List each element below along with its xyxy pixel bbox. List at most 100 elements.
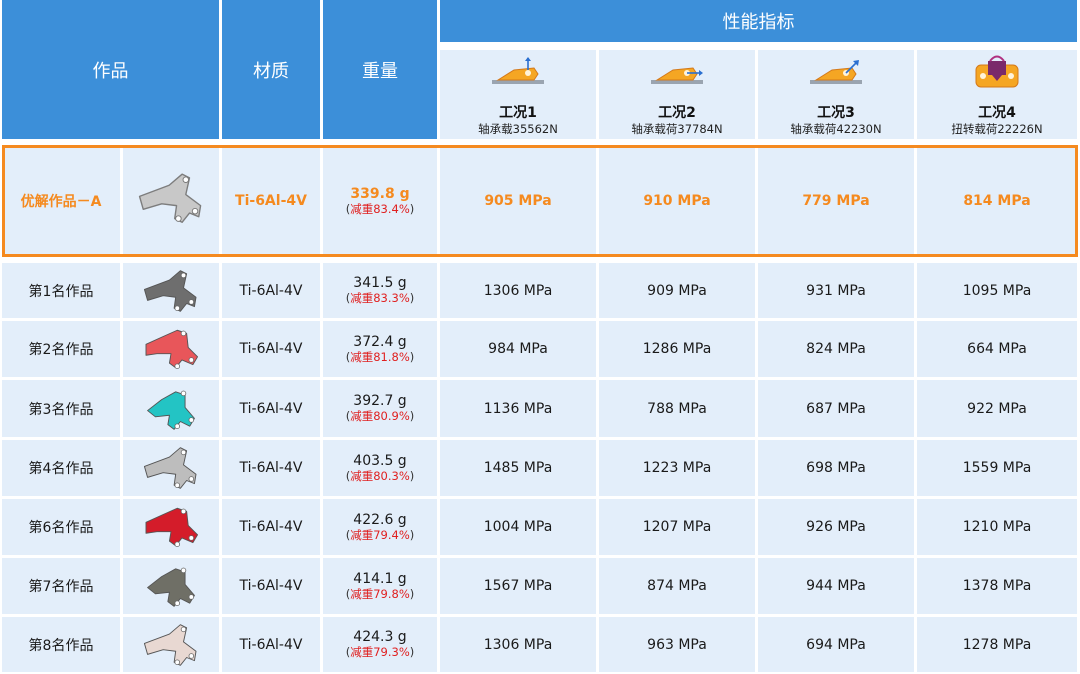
bracket-part-image xyxy=(143,623,197,666)
part-image-cell xyxy=(123,440,219,496)
weight-reduction: 减重79.8% xyxy=(350,586,410,601)
stress-cell: 698 MPa xyxy=(758,440,914,496)
bearing-load-side-icon xyxy=(651,67,703,84)
weight-reduction: 减重79.4% xyxy=(350,527,410,542)
weight-value: 424.3 g xyxy=(353,629,407,645)
material-cell: Ti-6Al-4V xyxy=(222,617,320,672)
bracket-part-image xyxy=(143,447,197,489)
stress-cell: 909 MPa xyxy=(599,263,755,318)
weight-cell: 372.4 g (减重81.8%) xyxy=(323,321,437,377)
stress-cell: 910 MPa xyxy=(599,145,755,257)
material-cell: Ti-6Al-4V xyxy=(222,558,320,614)
weight-value: 392.7 g xyxy=(353,393,407,409)
header-weight: 重量 xyxy=(323,0,437,139)
row-name: 第4名作品 xyxy=(2,440,120,496)
stress-cell: 1223 MPa xyxy=(599,440,755,496)
header-performance: 性能指标 xyxy=(440,0,1077,42)
bracket-part-image xyxy=(145,507,199,547)
weight-value: 422.6 g xyxy=(353,511,407,528)
stress-cell: 694 MPa xyxy=(758,617,914,672)
stress-cell: 1567 MPa xyxy=(440,558,596,614)
stress-cell: 944 MPa xyxy=(758,558,914,614)
row-name: 第1名作品 xyxy=(2,263,120,318)
stress-cell: 1210 MPa xyxy=(917,499,1077,555)
material-cell: Ti-6Al-4V xyxy=(222,321,320,377)
condition-header-3: 工况3 轴承载荷42230N xyxy=(758,50,914,139)
weight-reduction: 减重81.8% xyxy=(350,349,410,364)
stress-cell: 1136 MPa xyxy=(440,380,596,437)
weight-reduction: 减重83.4% xyxy=(350,201,410,216)
stress-cell: 874 MPa xyxy=(599,558,755,614)
condition-header-1: 工况1 轴承载35562N xyxy=(440,50,596,139)
stress-cell: 1485 MPa xyxy=(440,440,596,496)
weight-value: 403.5 g xyxy=(353,452,407,469)
row-name: 第3名作品 xyxy=(2,380,120,437)
part-image-cell xyxy=(123,321,219,377)
header-work: 作品 xyxy=(2,0,219,139)
condition-title: 工况4 xyxy=(978,105,1016,121)
weight-reduction: 减重83.3% xyxy=(350,291,410,305)
stress-cell: 922 MPa xyxy=(917,380,1077,437)
condition-title: 工况2 xyxy=(658,105,696,121)
stress-cell: 1559 MPa xyxy=(917,440,1077,496)
part-image-cell xyxy=(123,558,219,614)
bearing-load-up-icon xyxy=(492,57,544,84)
part-image-cell xyxy=(123,380,219,437)
row-name: 第2名作品 xyxy=(2,321,120,377)
part-image-cell xyxy=(123,145,219,257)
condition-header-4: 工况4 扭转载荷22226N xyxy=(917,50,1077,139)
stress-cell: 824 MPa xyxy=(758,321,914,377)
stress-cell: 1306 MPa xyxy=(440,617,596,672)
condition-title: 工况3 xyxy=(817,105,855,121)
condition-load: 轴承载35562N xyxy=(478,122,558,136)
condition-header-2: 工况2 轴承载荷37784N xyxy=(599,50,755,139)
bracket-part-image xyxy=(147,390,195,430)
part-image-cell xyxy=(123,617,219,672)
material-cell: Ti-6Al-4V xyxy=(222,499,320,555)
stress-cell: 814 MPa xyxy=(917,145,1077,257)
weight-cell: 424.3 g (减重79.3%) xyxy=(323,617,437,672)
condition-load: 轴承载荷42230N xyxy=(790,122,882,136)
stress-cell: 931 MPa xyxy=(758,263,914,318)
bracket-part-image xyxy=(138,173,202,223)
stress-cell: 963 MPa xyxy=(599,617,755,672)
weight-cell: 339.8 g (减重83.4%) xyxy=(323,145,437,257)
material-cell: Ti-6Al-4V xyxy=(222,263,320,318)
torsion-load-icon xyxy=(975,55,1019,88)
stress-cell: 1306 MPa xyxy=(440,263,596,318)
weight-value: 414.1 g xyxy=(353,570,407,587)
stress-cell: 687 MPa xyxy=(758,380,914,437)
stress-cell: 1286 MPa xyxy=(599,321,755,377)
material-cell: Ti-6Al-4V xyxy=(222,145,320,257)
stress-cell: 1004 MPa xyxy=(440,499,596,555)
stress-cell: 1207 MPa xyxy=(599,499,755,555)
stress-cell: 1095 MPa xyxy=(917,263,1077,318)
stress-cell: 788 MPa xyxy=(599,380,755,437)
weight-value: 372.4 g xyxy=(353,333,407,350)
weight-reduction: 减重79.3% xyxy=(350,645,410,659)
stress-cell: 926 MPa xyxy=(758,499,914,555)
bracket-part-image xyxy=(147,567,195,607)
weight-cell: 403.5 g (减重80.3%) xyxy=(323,440,437,496)
weight-value: 341.5 g xyxy=(353,275,407,291)
stress-cell: 779 MPa xyxy=(758,145,914,257)
stress-cell: 664 MPa xyxy=(917,321,1077,377)
stress-cell: 905 MPa xyxy=(440,145,596,257)
bracket-part-image xyxy=(145,329,199,369)
weight-cell: 341.5 g (减重83.3%) xyxy=(323,263,437,318)
stress-cell: 1278 MPa xyxy=(917,617,1077,672)
condition-load: 扭转载荷22226N xyxy=(951,122,1043,136)
weight-reduction: 减重80.3% xyxy=(350,468,410,483)
row-name: 第8名作品 xyxy=(2,617,120,672)
part-image-cell xyxy=(123,499,219,555)
row-name: 第7名作品 xyxy=(2,558,120,614)
header-material: 材质 xyxy=(222,0,320,139)
weight-cell: 414.1 g (减重79.8%) xyxy=(323,558,437,614)
stress-cell: 1378 MPa xyxy=(917,558,1077,614)
bearing-load-diagonal-icon xyxy=(810,60,862,84)
weight-value: 339.8 g xyxy=(350,185,410,202)
row-name: 第6名作品 xyxy=(2,499,120,555)
condition-title: 工况1 xyxy=(499,105,537,121)
material-cell: Ti-6Al-4V xyxy=(222,440,320,496)
weight-reduction: 减重80.9% xyxy=(350,409,410,423)
